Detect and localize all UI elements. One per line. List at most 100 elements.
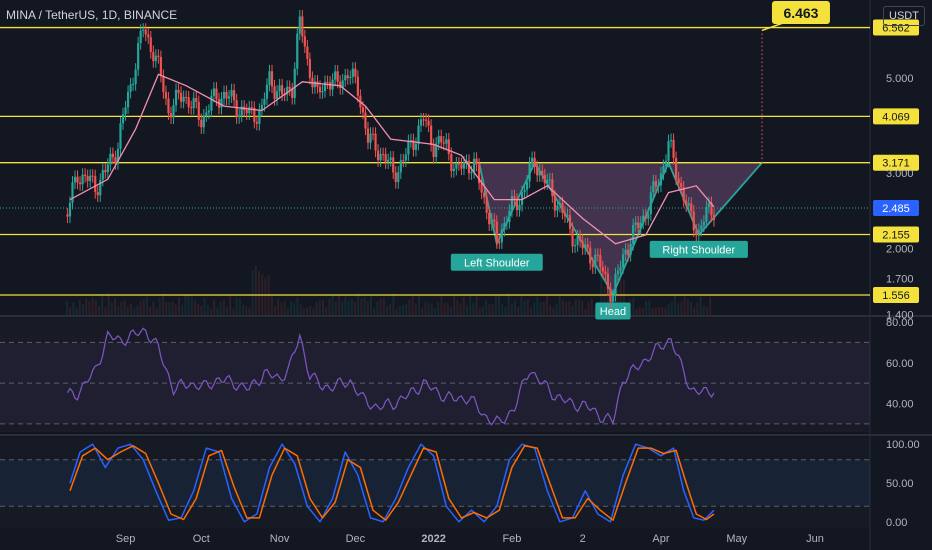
ticker-title[interactable]: MINA / TetherUS, 1D, BINANCE bbox=[6, 8, 178, 22]
candle-body bbox=[627, 249, 630, 255]
time-tick: Jun bbox=[806, 533, 824, 545]
candle-body bbox=[707, 202, 711, 207]
candle-body bbox=[387, 159, 390, 163]
candle-body bbox=[265, 84, 269, 99]
price-tick: 1.400 bbox=[886, 310, 914, 322]
volume-bar bbox=[258, 271, 260, 315]
ma-path bbox=[69, 73, 715, 245]
candle-body bbox=[470, 172, 473, 174]
volume-bar bbox=[578, 299, 580, 315]
candle-body bbox=[551, 179, 554, 197]
candle-body bbox=[399, 160, 402, 173]
candle-body bbox=[455, 163, 458, 169]
time-tick: Oct bbox=[193, 533, 210, 545]
candle-body bbox=[394, 172, 397, 183]
candle-body bbox=[245, 109, 248, 114]
time-tick: Feb bbox=[502, 533, 521, 545]
candle-body bbox=[604, 271, 607, 274]
stoch-tick: 50.00 bbox=[886, 478, 914, 490]
level-tag bbox=[873, 226, 919, 243]
currency-button[interactable]: USDT bbox=[883, 6, 925, 26]
volume-bar bbox=[494, 294, 497, 315]
volume-bar bbox=[312, 308, 315, 315]
candle-body bbox=[528, 163, 531, 182]
candle-body bbox=[667, 141, 670, 161]
volume-bar bbox=[603, 286, 606, 315]
volume-bar bbox=[405, 304, 408, 315]
volume-bar bbox=[555, 303, 558, 315]
candle-body bbox=[467, 160, 471, 174]
volume-bar bbox=[696, 302, 699, 315]
volume-bar bbox=[360, 298, 363, 315]
candle-body bbox=[374, 133, 377, 151]
candle-body bbox=[134, 69, 137, 85]
candle-body bbox=[518, 204, 521, 211]
volume-bar bbox=[286, 308, 289, 315]
candlesticks bbox=[66, 10, 716, 309]
candle-body bbox=[566, 215, 569, 217]
last-price-tag bbox=[873, 200, 919, 216]
candle-body bbox=[273, 86, 276, 100]
volume-bar bbox=[392, 293, 395, 315]
candle-body bbox=[101, 170, 104, 180]
candle-body bbox=[563, 212, 567, 217]
volume-bar bbox=[302, 307, 305, 315]
candle-body bbox=[344, 75, 347, 81]
candle-body bbox=[222, 91, 226, 99]
candle-body bbox=[154, 55, 157, 62]
candle-body bbox=[379, 154, 382, 161]
volume-bar bbox=[91, 298, 94, 315]
volume-bar bbox=[501, 304, 504, 315]
candle-body bbox=[594, 254, 597, 268]
candle-body bbox=[485, 197, 488, 213]
candle-body bbox=[248, 107, 251, 114]
volume-bar bbox=[232, 308, 235, 315]
volume-bar bbox=[178, 297, 180, 315]
volume-bar bbox=[568, 301, 571, 315]
volume-bar bbox=[293, 303, 296, 315]
candle-body bbox=[632, 224, 635, 244]
volume-bar bbox=[347, 300, 350, 315]
volume-bar bbox=[309, 306, 312, 315]
volume-bar bbox=[485, 299, 488, 315]
candle-body bbox=[654, 181, 657, 187]
candle-body bbox=[440, 136, 443, 143]
volume-bar bbox=[539, 301, 542, 315]
candle-body bbox=[556, 205, 559, 211]
volume-bar bbox=[440, 294, 443, 315]
candle-body bbox=[116, 148, 120, 164]
candle-body bbox=[581, 240, 584, 249]
volume-bar bbox=[334, 301, 337, 315]
candle-body bbox=[275, 91, 279, 100]
candle-body bbox=[652, 181, 655, 193]
rsi-tick: 80.00 bbox=[886, 317, 914, 329]
candle-body bbox=[414, 143, 418, 150]
candle-body bbox=[233, 90, 236, 101]
volume-bar bbox=[251, 270, 254, 315]
level-tag bbox=[873, 154, 919, 171]
candle-body bbox=[424, 119, 428, 121]
candle-body bbox=[634, 222, 637, 225]
volume-bar bbox=[526, 299, 529, 315]
stoch-band bbox=[0, 459, 870, 507]
volume-bar bbox=[341, 301, 344, 315]
candle-body bbox=[488, 212, 491, 225]
volume-bar bbox=[222, 299, 225, 315]
volume-bar bbox=[114, 298, 116, 315]
candle-body bbox=[99, 179, 102, 196]
time-tick: Apr bbox=[652, 533, 669, 545]
candle-body bbox=[606, 273, 610, 289]
candle-body bbox=[169, 113, 173, 118]
candle-body bbox=[291, 89, 294, 98]
candle-body bbox=[546, 179, 549, 184]
volume-bar bbox=[213, 299, 216, 315]
volume-bar bbox=[558, 295, 561, 315]
candle-body bbox=[609, 288, 612, 302]
candle-body bbox=[586, 244, 589, 248]
candle-body bbox=[480, 183, 483, 193]
volume-bar bbox=[322, 300, 324, 315]
volume-bar bbox=[277, 299, 280, 315]
candle-body bbox=[240, 106, 243, 116]
